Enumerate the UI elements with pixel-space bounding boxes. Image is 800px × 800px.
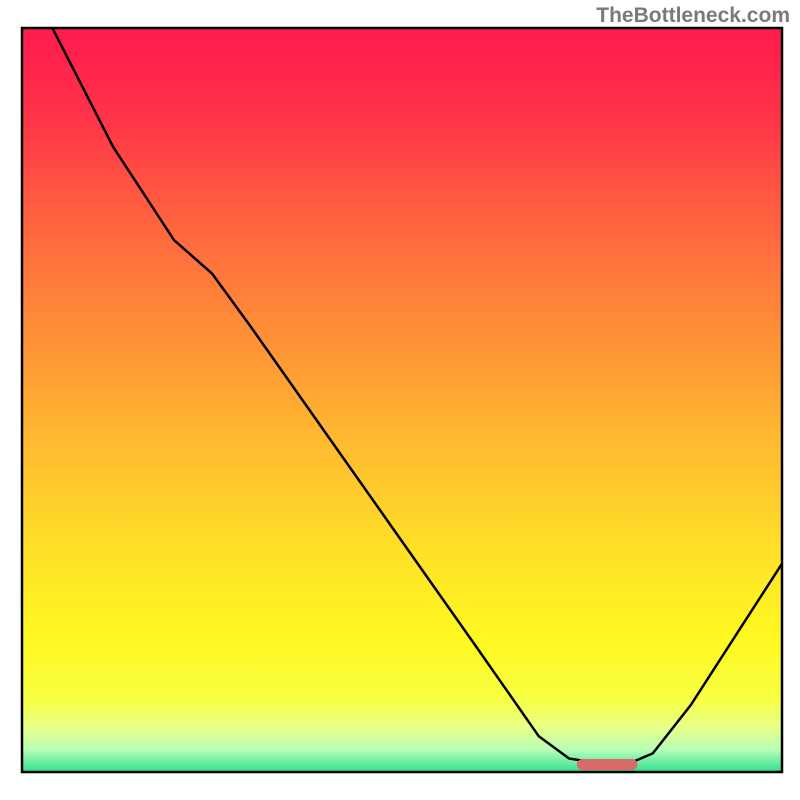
optimum-marker [577, 759, 638, 770]
chart-container: TheBottleneck.com [0, 0, 800, 800]
plot-background [22, 28, 782, 772]
bottleneck-chart [0, 0, 800, 800]
watermark-text: TheBottleneck.com [596, 4, 790, 28]
